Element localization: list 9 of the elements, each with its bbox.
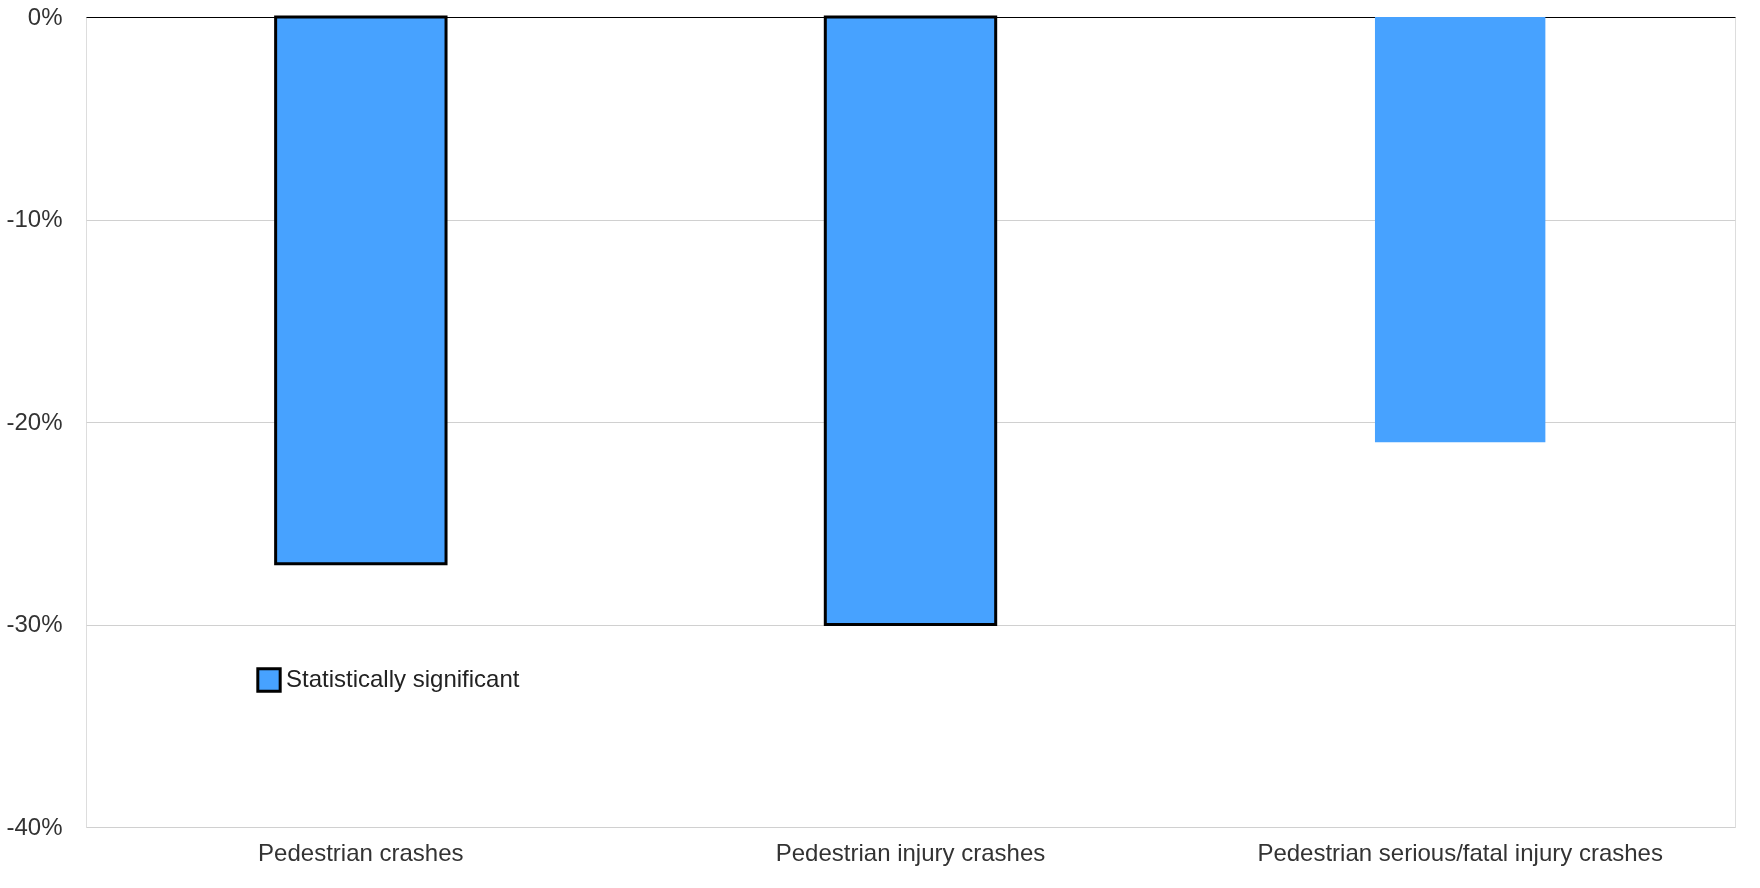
x-tick-label: Pedestrian serious/fatal injury crashes <box>1257 838 1663 866</box>
y-tick-label: -20% <box>6 407 63 435</box>
y-tick-label: 0% <box>27 2 63 30</box>
y-tick-label: -40% <box>6 812 63 840</box>
y-tick-label: -30% <box>6 610 63 637</box>
legend-label: Statistically significant <box>286 665 520 692</box>
x-tick-label: Pedestrian injury crashes <box>775 838 1046 866</box>
x-tick-label: Pedestrian crashes <box>258 838 464 866</box>
y-tick-label: -10% <box>6 205 63 232</box>
